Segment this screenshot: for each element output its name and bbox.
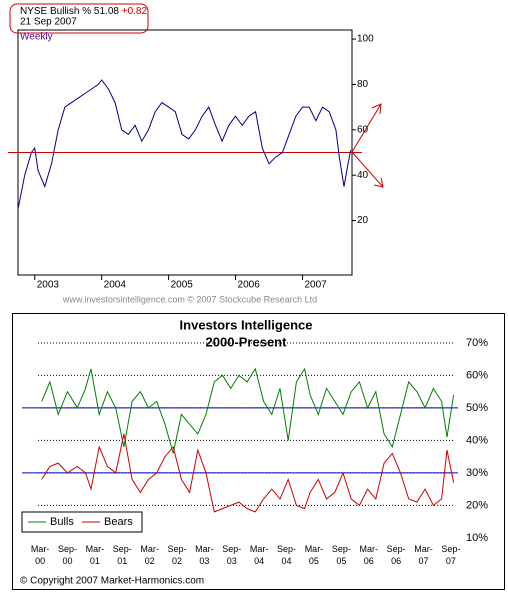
x-tick-label-line: Sep- — [387, 544, 406, 554]
y-tick-label: 40 — [357, 170, 369, 181]
x-tick-label-line: Mar- — [86, 544, 105, 554]
x-tick-label: Sep- 04 — [277, 544, 296, 566]
y-tick-label: 60 — [357, 124, 369, 135]
x-tick-label-line: 03 — [199, 556, 209, 566]
footer: www.investorsintelligence.com © 2007 Sto… — [62, 294, 317, 304]
x-tick-label: Mar- 01 — [86, 544, 105, 566]
legend-label: Bears — [104, 516, 133, 528]
x-tick-label: 2003 — [37, 280, 60, 291]
x-tick-label: Mar- 05 — [305, 544, 324, 566]
arrows — [351, 103, 384, 188]
last-value: 51.08 — [94, 6, 119, 17]
x-tick-label: Sep- 07 — [441, 544, 460, 566]
x-tick-label: Mar- 04 — [250, 544, 269, 566]
x-tick-label-line: 00 — [35, 556, 45, 566]
y-tick-label: 50% — [466, 402, 488, 414]
series-line — [17, 79, 352, 210]
x-tick-label-line: 05 — [309, 556, 319, 566]
x-tick-label-line: Mar- — [359, 544, 378, 554]
change: +0.82 — [122, 6, 148, 17]
x-tick-label: Sep- 06 — [387, 544, 406, 566]
x-tick-label-line: Sep- — [58, 544, 77, 554]
x-tick-label-line: 01 — [117, 556, 127, 566]
title: NYSE Bullish % — [20, 6, 91, 17]
x-tick-label: Mar- 07 — [414, 544, 433, 566]
x-tick-label-line: 07 — [446, 556, 456, 566]
y-tick-label: 20% — [466, 499, 488, 511]
y-tick-label: 80 — [357, 79, 369, 90]
x-tick-label: Mar- 06 — [359, 544, 378, 566]
y-tick-label: 40% — [466, 434, 488, 446]
period: Weekly — [20, 32, 53, 43]
series-line — [41, 433, 455, 513]
y-tick-label: 70% — [466, 337, 488, 349]
x-tick-label-line: 06 — [391, 556, 401, 566]
x-tick-label-line: Mar- — [140, 544, 159, 554]
x-tick-label-line: Mar- — [31, 544, 50, 554]
x-tick-label-line: 03 — [227, 556, 237, 566]
y-tick-label: 20 — [357, 215, 369, 226]
x-tick-label-line: 06 — [364, 556, 374, 566]
x-tick-label-line: 02 — [145, 556, 155, 566]
y-tick-label: 10% — [466, 532, 488, 544]
x-tick-label-line: 04 — [254, 556, 264, 566]
y-tick-label: 100 — [357, 34, 374, 45]
x-tick-label: Mar- 00 — [31, 544, 50, 566]
x-tick-label-line: 01 — [90, 556, 100, 566]
x-tick-label-line: 00 — [62, 556, 72, 566]
x-tick-label-line: Sep- — [113, 544, 132, 554]
panel-frame — [12, 313, 505, 590]
x-tick-label: 2006 — [238, 280, 261, 291]
y-tick-label: 30% — [466, 467, 488, 479]
x-tick-label: 2004 — [104, 280, 127, 291]
x-tick-label-line: Sep- — [441, 544, 460, 554]
header: NYSE Bullish % 51.08 +0.82 — [20, 6, 147, 17]
legend-label: Bulls — [50, 516, 74, 528]
x-tick-label-line: Mar- — [305, 544, 324, 554]
x-tick-label: 2005 — [171, 280, 194, 291]
y-tick-label: 60% — [466, 369, 488, 381]
header-box — [9, 3, 149, 34]
x-tick-label-line: 05 — [336, 556, 346, 566]
x-tick-label-line: Mar- — [195, 544, 214, 554]
x-tick-label-line: Mar- — [250, 544, 269, 554]
x-tick-label-line: Sep- — [168, 544, 187, 554]
footer: © Copyright 2007 Market-Harmonics.com — [20, 576, 204, 587]
x-tick-label: 2007 — [304, 280, 327, 291]
x-tick-label-line: Mar- — [414, 544, 433, 554]
x-tick-label: Sep- 05 — [332, 544, 351, 566]
x-tick-label: Sep- 00 — [58, 544, 77, 566]
x-tick-label: Mar- 03 — [195, 544, 214, 566]
x-tick-label: Mar- 02 — [140, 544, 159, 566]
x-tick-label: Sep- 03 — [222, 544, 241, 566]
x-tick-label: Sep- 01 — [113, 544, 132, 566]
x-tick-label-line: Sep- — [332, 544, 351, 554]
x-tick-label-line: Sep- — [277, 544, 296, 554]
title: Investors Intelligence — [180, 317, 313, 332]
date: 21 Sep 2007 — [20, 17, 77, 28]
x-tick-label-line: 04 — [282, 556, 292, 566]
subtitle: 2000-Present — [206, 334, 288, 349]
x-tick-label-line: Sep- — [222, 544, 241, 554]
x-tick-label: Sep- 02 — [168, 544, 187, 566]
series-line — [41, 367, 455, 454]
x-tick-label-line: 02 — [172, 556, 182, 566]
x-tick-label-line: 07 — [418, 556, 428, 566]
